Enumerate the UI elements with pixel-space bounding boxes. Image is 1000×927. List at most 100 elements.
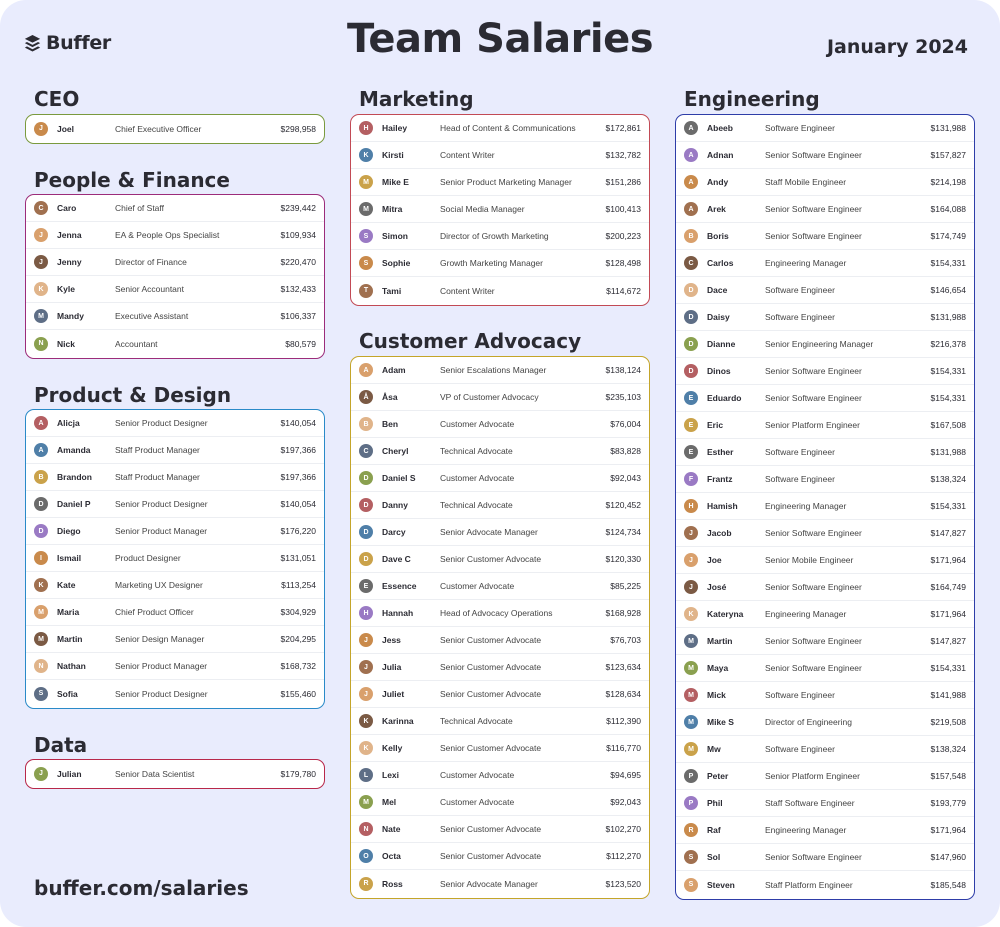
employee-salary: $138,324 xyxy=(930,474,966,484)
employee-salary: $116,770 xyxy=(606,743,641,753)
employee-name: Nathan xyxy=(57,661,86,671)
employee-salary: $171,964 xyxy=(930,555,966,565)
buffer-logo[interactable]: Buffer xyxy=(24,32,111,54)
table-row: A Abeeb Software Engineer $131,988 xyxy=(676,115,974,142)
employee-salary: $112,270 xyxy=(606,851,641,861)
employee-role: Senior Escalations Manager xyxy=(440,365,547,375)
employee-salary: $146,654 xyxy=(930,285,966,295)
employee-name: Andy xyxy=(707,177,729,187)
employee-salary: $220,470 xyxy=(280,257,316,267)
table-row: D Darcy Senior Advocate Manager $124,734 xyxy=(351,519,649,546)
employee-salary: $154,331 xyxy=(930,366,966,376)
table-row: M Maria Chief Product Officer $304,929 xyxy=(26,599,324,626)
table-row: K Kelly Senior Customer Advocate $116,770 xyxy=(351,735,649,762)
table-row: A Alicja Senior Product Designer $140,054 xyxy=(26,410,324,437)
employee-role: Customer Advocate xyxy=(440,473,515,483)
employee-name: Mike S xyxy=(707,717,734,727)
employee-salary: $164,749 xyxy=(930,582,966,592)
table-row: K Kirsti Content Writer $132,782 xyxy=(351,142,649,169)
employee-name: Maria xyxy=(57,607,80,617)
employee-name: Boris xyxy=(707,231,729,241)
employee-role: Senior Mobile Engineer xyxy=(765,555,854,565)
employee-name: Caro xyxy=(57,203,77,213)
table-row: F Frantz Software Engineer $138,324 xyxy=(676,466,974,493)
employee-name: Dace xyxy=(707,285,728,295)
employee-salary: $200,223 xyxy=(605,231,641,241)
employee-role: EA & People Ops Specialist xyxy=(115,230,220,240)
avatar: A xyxy=(34,443,48,457)
employee-name: Amanda xyxy=(57,445,91,455)
employee-name: Octa xyxy=(382,851,401,861)
employee-role: Senior Software Engineer xyxy=(765,528,862,538)
employee-name: Kateryna xyxy=(707,609,744,619)
employee-role: Senior Product Manager xyxy=(115,526,208,536)
employee-salary: $172,861 xyxy=(605,123,641,133)
employee-name: Jenna xyxy=(57,230,82,240)
employee-name: Frantz xyxy=(707,474,733,484)
avatar: H xyxy=(684,499,698,513)
employee-role: Staff Product Manager xyxy=(115,472,200,482)
employee-name: Juliet xyxy=(382,689,405,699)
footer-url[interactable]: buffer.com/salaries xyxy=(34,876,249,900)
table-row: M Maya Senior Software Engineer $154,331 xyxy=(676,655,974,682)
employee-salary: $185,548 xyxy=(930,879,966,890)
employee-role: Social Media Manager xyxy=(440,204,525,214)
employee-name: Kirsti xyxy=(382,150,404,160)
avatar: K xyxy=(34,578,48,592)
employee-role: Senior Customer Advocate xyxy=(440,743,542,753)
table-row: K Karinna Technical Advocate $112,390 xyxy=(351,708,649,735)
employee-role: Software Engineer xyxy=(765,123,835,133)
table-row: E Esther Software Engineer $131,988 xyxy=(676,439,974,466)
employee-salary: $141,988 xyxy=(930,690,966,700)
brand-name: Buffer xyxy=(46,32,111,54)
employee-role: Senior Platform Engineer xyxy=(765,771,860,781)
employee-salary: $167,508 xyxy=(930,420,966,430)
salary-table-engineering: A Abeeb Software Engineer $131,988 A Adnan Sen… xyxy=(675,114,975,900)
table-row: K Kateryna Engineering Manager $171,964 xyxy=(676,601,974,628)
employee-salary: $157,548 xyxy=(930,771,966,781)
employee-name: José xyxy=(707,582,727,592)
table-row: D Daisy Software Engineer $131,988 xyxy=(676,304,974,331)
employee-name: Eduardo xyxy=(707,393,742,403)
table-row: B Brandon Staff Product Manager $197,366 xyxy=(26,464,324,491)
employee-name: Julia xyxy=(382,662,402,672)
table-row: M Mandy Executive Assistant $106,337 xyxy=(26,303,324,330)
employee-name: Esther xyxy=(707,447,734,457)
employee-salary: $128,634 xyxy=(605,689,641,699)
employee-salary: $171,964 xyxy=(930,825,966,835)
employee-role: Software Engineer xyxy=(765,744,835,754)
employee-salary: $147,827 xyxy=(930,528,966,538)
avatar: A xyxy=(359,363,373,377)
employee-role: Senior Software Engineer xyxy=(765,852,862,862)
employee-name: Jenny xyxy=(57,257,82,267)
avatar: N xyxy=(359,822,373,836)
avatar: A xyxy=(684,121,698,135)
avatar: C xyxy=(34,201,48,215)
avatar: A xyxy=(684,175,698,189)
avatar: A xyxy=(34,416,48,430)
avatar: J xyxy=(359,633,373,647)
employee-name: Steven xyxy=(707,879,735,890)
section-title-ceo: CEO xyxy=(34,87,80,111)
employee-name: Lexi xyxy=(382,770,400,780)
employee-salary: $168,928 xyxy=(605,608,641,618)
table-row: H Hailey Head of Content & Communications $… xyxy=(351,115,649,142)
table-row: M Mw Software Engineer $138,324 xyxy=(676,736,974,763)
table-row: S Steven Staff Platform Engineer $185,548 xyxy=(676,871,974,898)
avatar: J xyxy=(684,580,698,594)
employee-name: Jacob xyxy=(707,528,732,538)
avatar: E xyxy=(684,445,698,459)
employee-name: Alicja xyxy=(57,418,80,428)
employee-role: VP of Customer Advocacy xyxy=(440,392,539,402)
employee-name: Adnan xyxy=(707,150,734,160)
employee-role: Customer Advocate xyxy=(440,770,515,780)
avatar: D xyxy=(684,283,698,297)
employee-salary: $94,695 xyxy=(610,770,641,780)
employee-role: Chief Product Officer xyxy=(115,607,194,617)
employee-role: Staff Software Engineer xyxy=(765,798,855,808)
avatar: B xyxy=(684,229,698,243)
employee-name: Sofia xyxy=(57,688,78,699)
employee-role: Senior Customer Advocate xyxy=(440,824,542,834)
employee-role: Senior Product Designer xyxy=(115,499,208,509)
employee-salary: $120,452 xyxy=(605,500,641,510)
